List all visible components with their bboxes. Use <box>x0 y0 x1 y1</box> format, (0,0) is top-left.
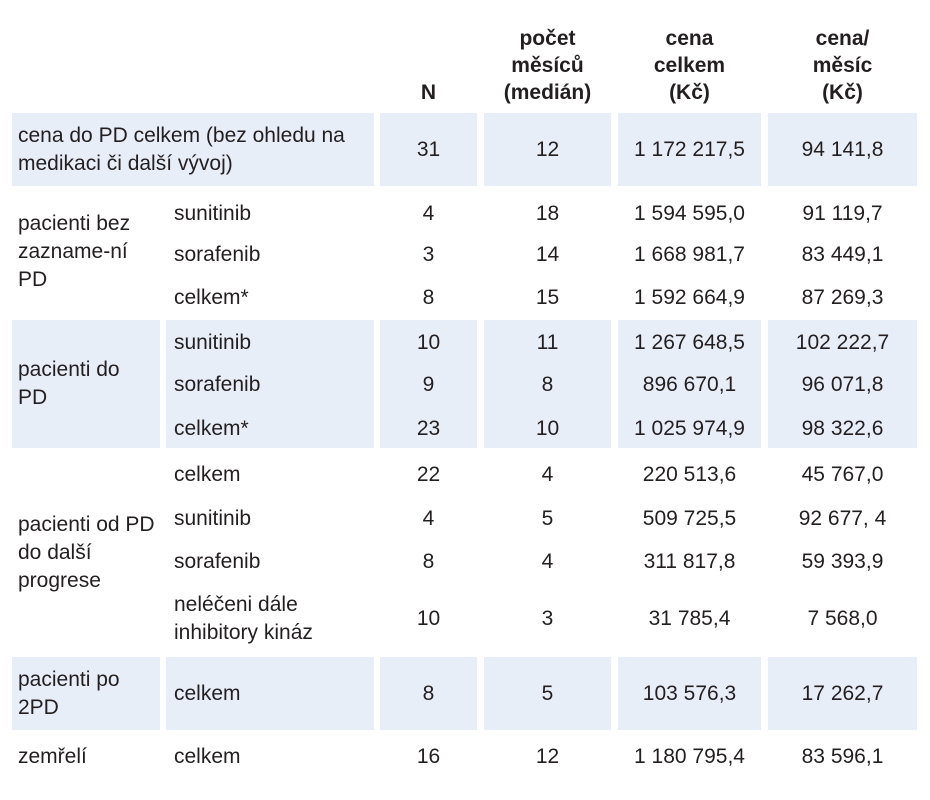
cell-n: 4 <box>422 202 435 225</box>
row-highlight <box>380 657 477 730</box>
cell-monthly: 7 568,0 <box>807 607 878 630</box>
row-highlight <box>618 113 761 186</box>
cell-sub: neléčeni dále inhibitory kináz <box>174 593 313 644</box>
cell-monthly: 83 596,1 <box>801 745 884 768</box>
cell-months: 5 <box>541 681 554 705</box>
cell-months: 4 <box>541 550 554 573</box>
header-n: N <box>420 81 437 104</box>
cell-total: 1 025 974,9 <box>634 417 745 440</box>
row-highlight <box>12 320 160 448</box>
cell-total: 1 594 595,0 <box>634 202 745 225</box>
cell-n: 8 <box>422 286 435 309</box>
cell-months: 15 <box>535 286 560 309</box>
cell-total: 103 576,3 <box>642 681 737 705</box>
cell-monthly: 59 393,9 <box>801 550 884 573</box>
cell-total: 31 785,4 <box>648 607 731 630</box>
cell-months: 11 <box>536 331 559 354</box>
row-highlight <box>768 320 917 448</box>
cell-sub: sunitinib <box>174 331 252 354</box>
group-label: pacienti bez zazname-ní PD <box>18 212 131 291</box>
group-label: pacienti po 2PD <box>18 667 120 719</box>
cell-total: 509 725,5 <box>642 507 737 530</box>
cell-monthly: 83 449,1 <box>801 243 884 266</box>
cell-sub: celkem* <box>174 417 249 440</box>
cell-months: 10 <box>535 417 560 440</box>
cell-total: 1 267 648,5 <box>634 331 745 354</box>
cell-total: 1 592 664,9 <box>634 286 745 309</box>
cell-months: 4 <box>541 463 554 486</box>
cell-sub: sunitinib <box>174 507 252 530</box>
group-label: cena do PD celkem (bez ohledu na medikac… <box>18 123 345 175</box>
cell-months: 14 <box>535 243 560 266</box>
cell-sub: celkem <box>174 681 241 705</box>
cell-monthly: 102 222,7 <box>795 331 890 354</box>
cell-n: 31 <box>416 137 441 161</box>
cell-monthly: 87 269,3 <box>801 286 884 309</box>
cell-total: 220 513,6 <box>642 463 737 486</box>
cell-months: 8 <box>541 373 554 396</box>
group-label: zemřelí <box>18 745 87 768</box>
cell-total: 1 668 981,7 <box>634 243 745 266</box>
cell-monthly: 17 262,7 <box>801 681 884 705</box>
row-highlight <box>12 657 160 730</box>
cell-monthly: 91 119,7 <box>802 202 883 225</box>
cell-n: 4 <box>422 507 435 530</box>
cell-months: 18 <box>535 202 560 225</box>
cell-n: 22 <box>416 463 441 486</box>
cell-monthly: 92 677, 4 <box>798 507 887 530</box>
cell-sub: celkem <box>174 463 241 486</box>
header-monthly-price: cena/ měsíc (Kč) <box>812 27 873 104</box>
cell-months: 3 <box>541 607 554 630</box>
cell-months: 12 <box>535 137 560 161</box>
header-total-price: cena celkem (Kč) <box>653 27 726 104</box>
row-highlight <box>484 657 611 730</box>
cell-sub: sunitinib <box>174 202 252 225</box>
row-highlight <box>768 113 917 186</box>
row-highlight <box>484 320 611 448</box>
cell-total: 311 817,8 <box>643 550 736 573</box>
cell-n: 8 <box>422 550 435 573</box>
cell-sub: sorafenib <box>174 243 261 266</box>
row-highlight <box>380 320 477 448</box>
row-highlight <box>484 113 611 186</box>
cell-months: 12 <box>535 745 560 768</box>
cell-sub: sorafenib <box>174 373 261 396</box>
cell-n: 16 <box>416 745 441 768</box>
cell-monthly: 96 071,8 <box>801 373 884 396</box>
header-months: počet měsíců (medián) <box>503 27 592 104</box>
row-highlight <box>380 113 477 186</box>
cell-monthly: 98 322,6 <box>801 417 884 440</box>
row-highlight <box>12 113 374 186</box>
row-highlight <box>618 657 761 730</box>
row-highlight <box>618 320 761 448</box>
cell-n: 3 <box>422 243 435 266</box>
cell-monthly: 45 767,0 <box>801 463 884 486</box>
cell-n: 8 <box>422 681 435 705</box>
cell-total: 1 180 795,4 <box>634 745 745 768</box>
row-highlight <box>768 657 917 730</box>
row-highlight <box>166 320 374 448</box>
cell-n: 23 <box>416 417 441 440</box>
cell-total: 1 172 217,5 <box>634 137 745 161</box>
row-highlight <box>166 657 374 730</box>
cell-n: 9 <box>422 373 435 396</box>
cell-sub: celkem <box>174 745 241 768</box>
group-label: pacienti od PD do další progrese <box>18 512 155 592</box>
group-label: pacienti do PD <box>18 358 120 409</box>
cell-monthly: 94 141,8 <box>801 137 884 161</box>
cell-sub: sorafenib <box>174 550 261 573</box>
cell-n: 10 <box>416 607 441 630</box>
cell-months: 5 <box>541 507 554 530</box>
cell-total: 896 670,1 <box>642 373 737 396</box>
cell-n: 10 <box>416 331 441 354</box>
cell-sub: celkem* <box>174 286 249 309</box>
